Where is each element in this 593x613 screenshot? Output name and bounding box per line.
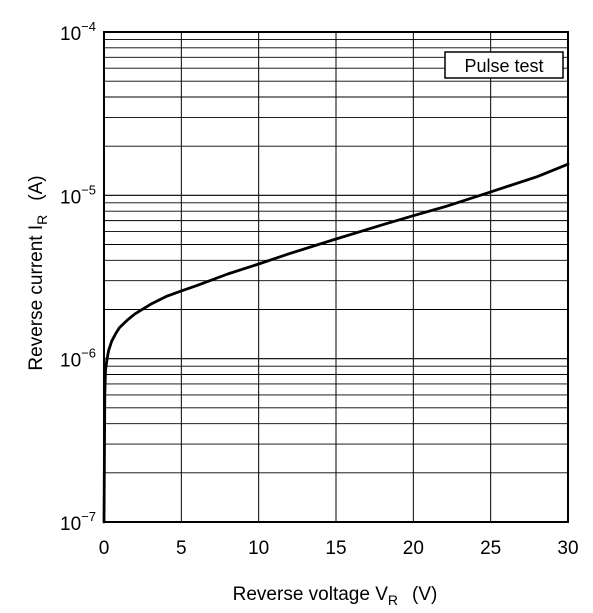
annotation-box: Pulse test (444, 51, 564, 79)
x-tick-label: 20 (403, 538, 424, 559)
annotation-text: Pulse test (464, 56, 543, 76)
x-axis-label-unit: (V) (412, 584, 437, 605)
y-tick-label: 10−4 (60, 19, 96, 45)
series-line (102, 162, 570, 524)
plot-frame (103, 31, 569, 523)
y-tick-label: 10−6 (60, 346, 96, 372)
x-tick-label: 25 (480, 538, 501, 559)
x-axis-label-main: Reverse voltage V (233, 584, 389, 605)
y-axis-label-subscript: R (34, 215, 50, 225)
x-tick-label: 15 (325, 538, 346, 559)
x-axis-label: Reverse voltage VR (V) (233, 584, 438, 608)
y-axis-label: Reverse current IR (A) (26, 175, 50, 370)
y-axis-label-main: Reverse current I (26, 225, 47, 371)
y-tick-labels: 10−7 10−6 10−5 10−4 (60, 19, 96, 535)
y-tick-label: 10−5 (60, 182, 96, 208)
x-tick-labels: 0 5 10 15 20 25 30 (99, 538, 579, 559)
x-tick-label: 30 (557, 538, 578, 559)
x-tick-label: 5 (176, 538, 187, 559)
x-tick-label: 10 (248, 538, 269, 559)
y-axis-label-unit: (A) (26, 175, 47, 200)
series-layer (102, 162, 570, 524)
grid (103, 32, 569, 523)
x-axis-label-subscript: R (388, 592, 398, 608)
y-tick-label: 10−7 (60, 509, 96, 535)
x-tick-label: 0 (99, 538, 110, 559)
